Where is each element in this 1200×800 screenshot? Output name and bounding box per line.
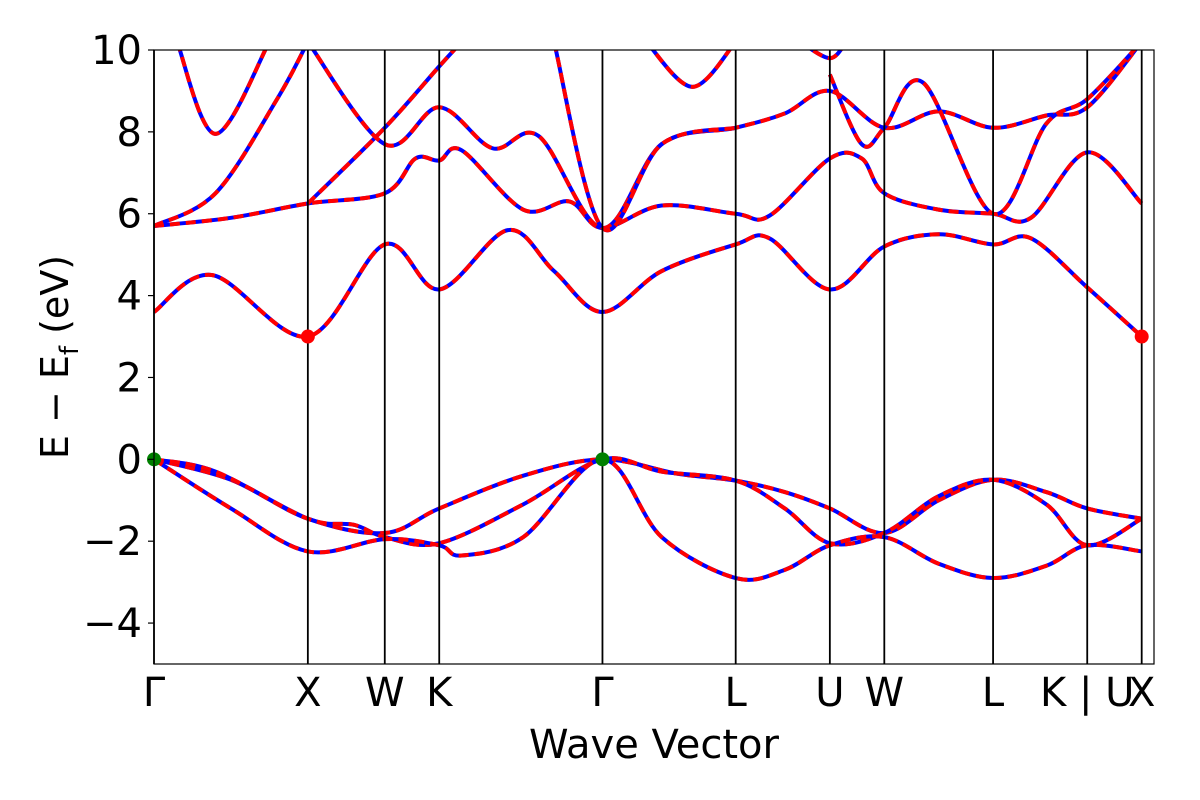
x-tick-label-5: Γ [591, 670, 614, 716]
x-tick-label-8: W [865, 670, 905, 716]
y-tick-label-3: 0 [117, 437, 142, 483]
band-8-red-dashed-line [311, 50, 1138, 231]
y-tick-label-6: 6 [117, 192, 142, 238]
x-tick-label-4: K [426, 670, 454, 716]
y-axis-title: E − Ef (eV) [33, 255, 85, 459]
x-tick-label-9: L [982, 670, 1005, 716]
marker-point-2 [595, 452, 610, 467]
x-tick-label-10: K | U [1040, 670, 1134, 716]
kpoint-lines [153, 50, 1143, 664]
band-12-red-dashed-line [828, 50, 1137, 216]
band-10-blue-line [553, 50, 737, 233]
marker-point-4 [1134, 329, 1149, 344]
x-axis-title: Wave Vector [529, 722, 780, 768]
bands-layer [154, 50, 1144, 582]
marker-layer [147, 329, 1149, 467]
band-7-red-dashed-line [306, 50, 457, 205]
x-tick-label-1: Γ [143, 670, 166, 716]
x-tick-label-3: W [365, 670, 405, 716]
y-tick-label-5: 4 [117, 274, 142, 320]
band-10-red-dashed-line [553, 50, 737, 233]
y-tick-label-7: 8 [117, 110, 142, 156]
y-tick-label-1: −4 [83, 601, 142, 647]
y-tick-label-2: −2 [83, 519, 142, 565]
marker-point-3 [300, 329, 315, 344]
band-6-blue-line [154, 50, 306, 228]
band-11-red-dashed-line [650, 50, 732, 89]
x-tick-label-2: X [294, 670, 321, 716]
band-8-blue-line [311, 50, 1138, 231]
band-6-red-dashed-line [154, 50, 306, 228]
band-9-red-dashed-line [177, 50, 268, 136]
x-tick-label-6: L [725, 670, 748, 716]
band-2-red-dashed-line [154, 456, 1143, 548]
x-tick-label-11: X [1128, 670, 1155, 716]
y-tick-label-4: 2 [117, 355, 142, 401]
band-11-blue-line [650, 50, 732, 89]
y-tick-label-8: 10 [91, 28, 142, 74]
y-ticks: −4 −2 0 2 4 6 8 10 [83, 28, 154, 647]
plot-frame [153, 49, 1155, 665]
x-tick-label-7: U [815, 670, 844, 716]
